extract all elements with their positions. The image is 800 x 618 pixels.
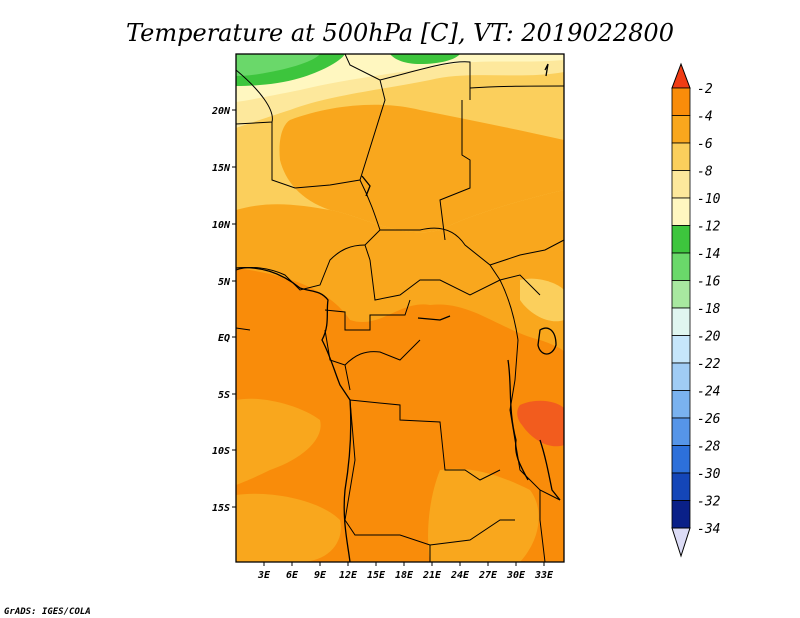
border-5: [439, 100, 471, 241]
border-6: [271, 122, 361, 189]
longitude-axis: 3E 6E 9E 12E 15E 18E 21E 24E 27E 30E 33E: [257, 562, 554, 581]
border-19: [539, 490, 546, 562]
colorbar-label: -6: [697, 137, 713, 152]
colorbar-label: -18: [697, 302, 721, 317]
credit-label: GrADS: IGES/COLA: [4, 607, 91, 617]
lon-label: 15E: [367, 570, 386, 581]
colorbar-swatch: [671, 197, 691, 226]
field-region-green-nw-inner: [236, 54, 320, 76]
colorbar-label: -30: [697, 467, 721, 482]
border-15: [349, 399, 501, 481]
lon-label: 18E: [395, 570, 414, 581]
lon-label: 6E: [286, 570, 299, 581]
colorbar-swatch: [671, 142, 691, 171]
border-17: [429, 519, 515, 546]
colorbar-swatch: [671, 170, 691, 199]
colorbar-swatch: [671, 500, 691, 529]
lon-label: 30E: [506, 570, 526, 581]
lat-label: 15N: [212, 163, 231, 174]
lat-label: 15S: [212, 503, 230, 514]
border-21: [489, 239, 564, 266]
field-region-north-core: [279, 104, 564, 233]
colorbar-label: -10: [697, 192, 721, 207]
lon-label: 33E: [534, 570, 554, 581]
field-region-east-patch: [520, 278, 564, 322]
lon-label: 9E: [314, 570, 327, 581]
field-region-hot-spot: [517, 400, 564, 447]
colorbar-label: -2: [697, 82, 713, 97]
latitude-axis: 20N 15N 10N 5N EQ 5S 10S 15S: [211, 106, 236, 514]
field-region-sw-patch: [236, 493, 341, 562]
lake-malawi: [539, 439, 561, 501]
map-title: Temperature at 500hPa [C], VT: 201902280…: [126, 19, 674, 47]
lat-label: 5N: [218, 277, 231, 288]
colorbar-label: -16: [697, 275, 721, 290]
lat-label: 10N: [212, 220, 231, 231]
colorbar-top-arrow: [671, 62, 691, 89]
lat-label: 5S: [218, 390, 230, 401]
border-1: [236, 69, 273, 125]
red-sea-coast: [544, 63, 549, 77]
colorbar-label: -34: [697, 522, 720, 537]
colorbar-swatch: [671, 280, 691, 309]
colorbar-label: -20: [697, 330, 721, 345]
lat-label: 10S: [212, 446, 230, 457]
colorbar-label: -24: [697, 385, 720, 400]
colorbar-label: -14: [697, 247, 720, 262]
colorbar-swatch: [671, 115, 691, 144]
border-4: [469, 85, 564, 89]
border-8: [380, 227, 501, 281]
colorbar-label: -28: [697, 440, 721, 455]
lon-label: 24E: [450, 570, 470, 581]
colorbar-swatch: [671, 87, 691, 116]
colorbar-swatch: [671, 252, 691, 281]
colorbar-swatch: [671, 472, 691, 501]
colorbar-label: -26: [697, 412, 721, 427]
colorbar-swatch: [671, 362, 691, 391]
congo-river-segment: [417, 315, 451, 321]
colorbar-label: -32: [697, 495, 721, 510]
colorbar-swatch: [671, 335, 691, 364]
border-3: [379, 61, 471, 100]
lon-label: 27E: [478, 570, 498, 581]
field-region-se-patch: [428, 468, 539, 562]
lon-label: 12E: [339, 570, 358, 581]
border-13: [324, 329, 351, 391]
border-20: [236, 327, 251, 331]
colorbar-bottom-arrow: [671, 527, 691, 558]
colorbar-label: -8: [697, 165, 713, 180]
colorbar-swatch: [671, 445, 691, 474]
lat-label: 20N: [211, 106, 231, 117]
colorbar-swatch: [671, 225, 691, 254]
coastlines: [236, 63, 561, 562]
colorbar: -2 -4 -6 -8 -10 -12 -14 -16 -18 -20 -22 -24 -26 -28 -3…: [671, 62, 721, 558]
colorbar-swatch: [671, 390, 691, 419]
colorbar-label: -4: [697, 110, 713, 125]
colorbar-label: -12: [697, 220, 721, 235]
atlantic-coast: [236, 266, 352, 562]
colorbar-swatch: [671, 307, 691, 336]
lon-label: 3E: [257, 570, 271, 581]
plot-frame: [235, 53, 565, 563]
border-11: [499, 279, 519, 341]
lat-label: EQ: [218, 333, 230, 344]
border-10: [369, 259, 541, 301]
country-borders: [236, 54, 564, 562]
lake-tanganyika: [507, 359, 529, 481]
field-region-green-top: [390, 54, 460, 64]
colorbar-label: -22: [697, 357, 721, 372]
temperature-field: [236, 54, 564, 562]
field-region-west-patch: [236, 398, 321, 485]
lake-chad: [361, 175, 371, 197]
border-12: [324, 299, 411, 331]
border-14: [344, 339, 421, 366]
colorbar-swatch: [671, 417, 691, 446]
lake-victoria: [537, 327, 557, 355]
lon-label: 21E: [422, 570, 442, 581]
